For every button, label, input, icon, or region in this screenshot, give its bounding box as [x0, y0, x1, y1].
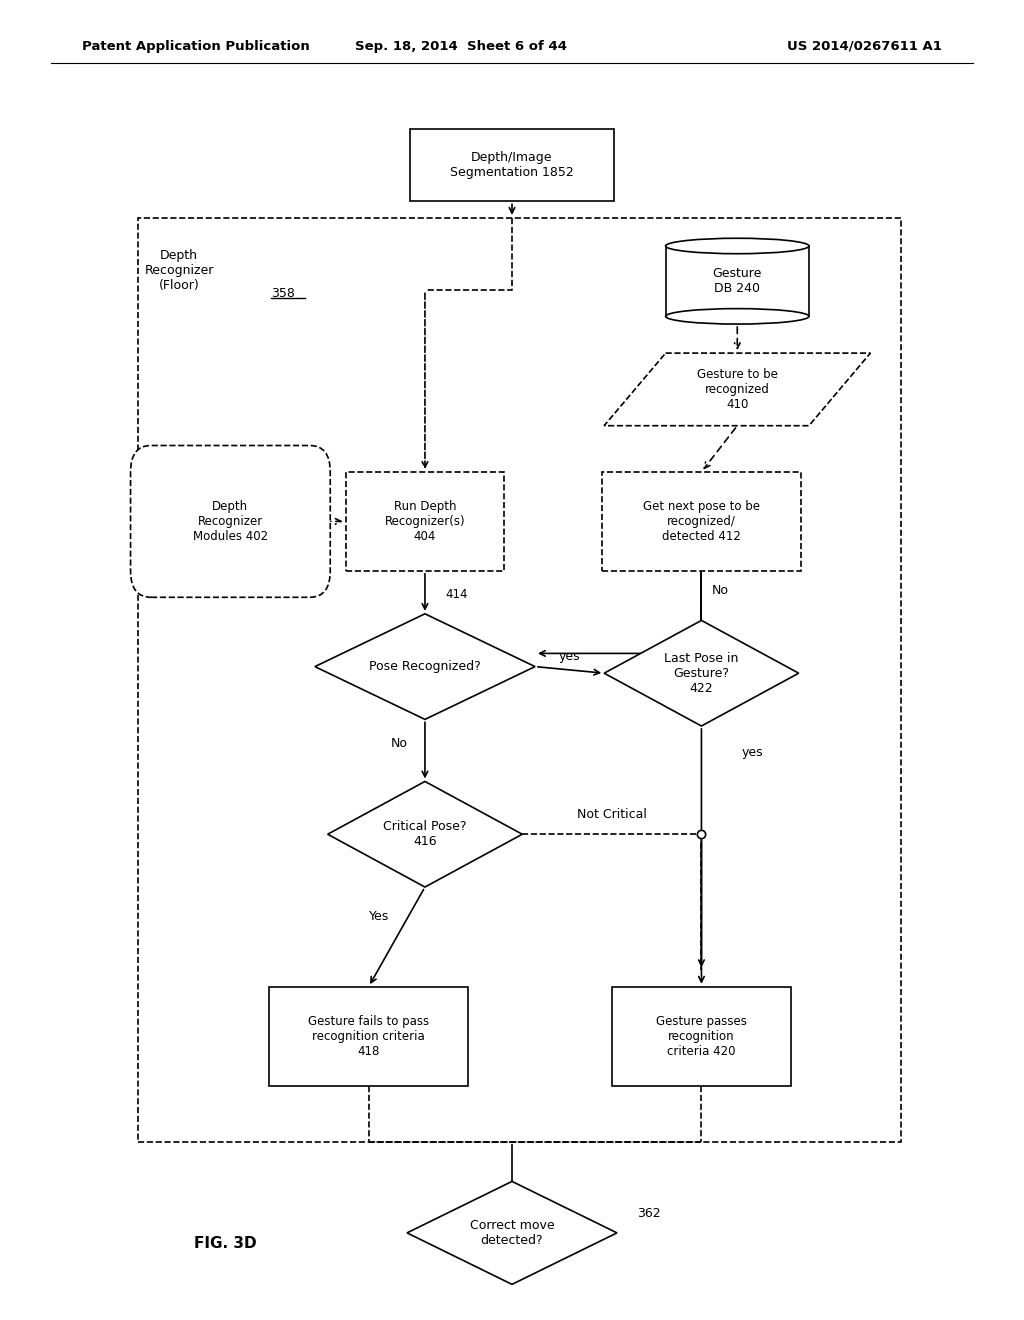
Bar: [602, 473, 801, 570]
Text: Critical Pose?
416: Critical Pose? 416: [383, 820, 467, 849]
Polygon shape: [328, 781, 522, 887]
Text: Run Depth
Recognizer(s)
404: Run Depth Recognizer(s) 404: [385, 500, 465, 543]
FancyBboxPatch shape: [131, 446, 330, 597]
Text: FIG. 3D: FIG. 3D: [194, 1236, 257, 1251]
Bar: [138, 218, 901, 1142]
Text: Depth/Image
Segmentation 1852: Depth/Image Segmentation 1852: [451, 150, 573, 180]
Bar: [612, 987, 791, 1085]
Text: US 2014/0267611 A1: US 2014/0267611 A1: [787, 40, 942, 53]
Text: Gesture fails to pass
recognition criteria
418: Gesture fails to pass recognition criter…: [308, 1015, 429, 1057]
Text: Not Critical: Not Critical: [577, 808, 647, 821]
Text: Correct move
detected?: Correct move detected?: [470, 1218, 554, 1247]
Polygon shape: [604, 620, 799, 726]
Text: 414: 414: [445, 587, 468, 601]
Text: Sep. 18, 2014  Sheet 6 of 44: Sep. 18, 2014 Sheet 6 of 44: [354, 40, 567, 53]
Text: Gesture passes
recognition
criteria 420: Gesture passes recognition criteria 420: [656, 1015, 746, 1057]
Text: Yes: Yes: [369, 909, 389, 923]
Text: 362: 362: [637, 1206, 662, 1220]
Text: Last Pose in
Gesture?
422: Last Pose in Gesture? 422: [665, 652, 738, 694]
Polygon shape: [604, 354, 870, 425]
Bar: [345, 473, 504, 570]
Text: No: No: [712, 585, 729, 597]
Bar: [666, 246, 809, 317]
Text: Patent Application Publication: Patent Application Publication: [82, 40, 309, 53]
Ellipse shape: [666, 309, 809, 323]
Text: yes: yes: [741, 746, 764, 759]
Text: Get next pose to be
recognized/
detected 412: Get next pose to be recognized/ detected…: [643, 500, 760, 543]
Text: yes: yes: [559, 649, 581, 663]
Bar: [268, 987, 468, 1085]
Text: Gesture
DB 240: Gesture DB 240: [713, 267, 762, 296]
Polygon shape: [408, 1181, 616, 1284]
Ellipse shape: [666, 238, 809, 253]
Text: Pose Recognized?: Pose Recognized?: [369, 660, 481, 673]
Bar: [410, 128, 614, 201]
Text: No: No: [391, 737, 408, 750]
Polygon shape: [315, 614, 535, 719]
Text: 358: 358: [271, 286, 295, 300]
Text: Depth
Recognizer
(Floor): Depth Recognizer (Floor): [144, 249, 214, 292]
Text: Gesture to be
recognized
410: Gesture to be recognized 410: [697, 368, 777, 411]
Text: Depth
Recognizer
Modules 402: Depth Recognizer Modules 402: [193, 500, 268, 543]
